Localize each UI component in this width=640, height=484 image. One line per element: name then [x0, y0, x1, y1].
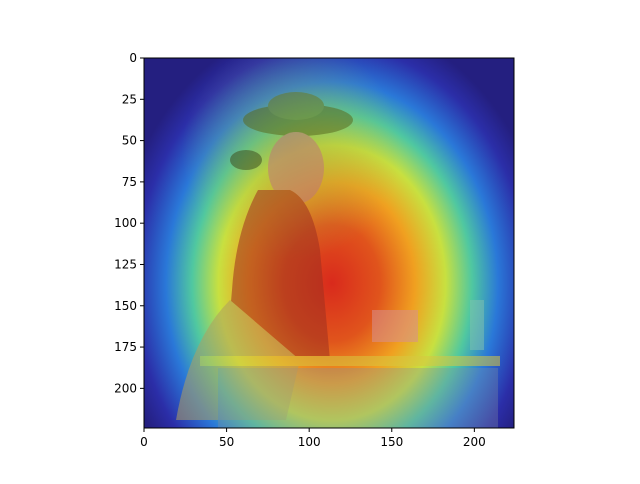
x-axis: 0 50 100 150 200	[140, 428, 486, 449]
x-tick-label: 50	[219, 435, 234, 449]
y-tick-label: 0	[129, 51, 137, 65]
painting-figure	[176, 92, 500, 428]
y-tick-label: 125	[114, 257, 137, 271]
x-tick-label: 100	[298, 435, 321, 449]
y-tick-label: 150	[114, 299, 137, 313]
y-tick-label: 25	[122, 92, 137, 106]
y-tick-label: 200	[114, 381, 137, 395]
y-tick-label: 175	[114, 340, 137, 354]
y-tick-label: 100	[114, 216, 137, 230]
heatmap-image	[144, 58, 514, 428]
y-tick-label: 50	[122, 134, 137, 148]
x-tick-label: 150	[380, 435, 403, 449]
x-tick-label: 200	[463, 435, 486, 449]
y-axis: 0 25 50 75 100 125 150 175 200	[114, 51, 144, 395]
x-tick-label: 0	[140, 435, 148, 449]
plot-frame	[143, 57, 515, 429]
y-tick-label: 75	[122, 175, 137, 189]
